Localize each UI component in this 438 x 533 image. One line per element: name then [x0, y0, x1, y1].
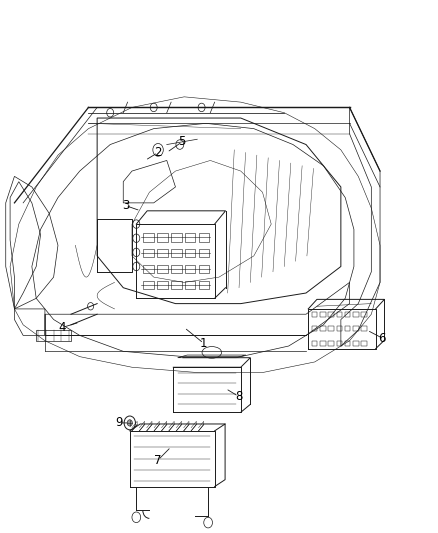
Text: 3: 3: [122, 199, 129, 212]
Bar: [185, 249, 195, 257]
Text: 2: 2: [154, 146, 162, 159]
Bar: [312, 341, 318, 346]
Text: 6: 6: [378, 332, 386, 344]
Bar: [198, 233, 209, 241]
Text: 9: 9: [115, 416, 123, 430]
Bar: [320, 326, 325, 332]
Bar: [336, 326, 342, 332]
Bar: [320, 312, 325, 317]
Bar: [312, 326, 318, 332]
Bar: [198, 281, 209, 289]
Bar: [157, 281, 168, 289]
Bar: [353, 312, 359, 317]
Circle shape: [127, 419, 132, 426]
Bar: [361, 312, 367, 317]
Bar: [361, 341, 367, 346]
Text: 1: 1: [200, 337, 208, 350]
Bar: [185, 233, 195, 241]
Bar: [171, 249, 182, 257]
Bar: [198, 265, 209, 273]
Bar: [171, 265, 182, 273]
Bar: [320, 341, 325, 346]
Bar: [328, 326, 334, 332]
Text: 5: 5: [178, 135, 186, 148]
Bar: [185, 265, 195, 273]
Bar: [157, 249, 168, 257]
Bar: [143, 233, 154, 241]
Bar: [171, 281, 182, 289]
Bar: [143, 281, 154, 289]
Bar: [312, 312, 318, 317]
Bar: [143, 265, 154, 273]
Bar: [328, 312, 334, 317]
Bar: [345, 341, 350, 346]
Text: 4: 4: [59, 321, 66, 334]
Text: 7: 7: [154, 454, 162, 466]
Bar: [171, 233, 182, 241]
Bar: [157, 265, 168, 273]
Bar: [143, 249, 154, 257]
Bar: [185, 281, 195, 289]
Bar: [336, 341, 342, 346]
Bar: [157, 233, 168, 241]
Bar: [353, 326, 359, 332]
Bar: [361, 326, 367, 332]
Bar: [345, 326, 350, 332]
Bar: [328, 341, 334, 346]
Bar: [353, 341, 359, 346]
Bar: [198, 249, 209, 257]
Bar: [345, 312, 350, 317]
Bar: [336, 312, 342, 317]
Text: 8: 8: [235, 390, 242, 403]
